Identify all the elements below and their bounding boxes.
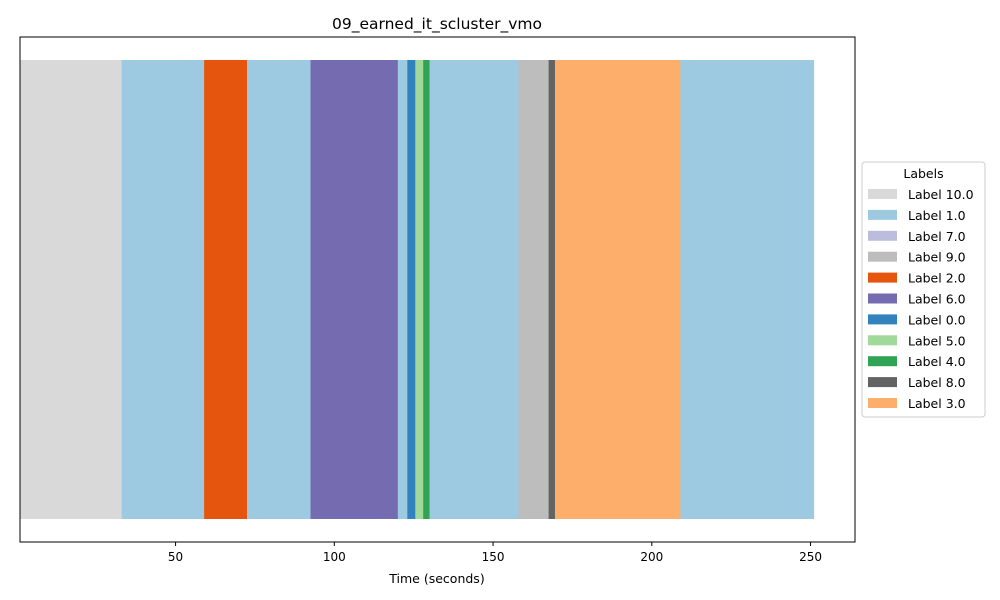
chart-title: 09_earned_it_scluster_vmo	[332, 15, 542, 34]
legend-entry-label: Label 2.0	[908, 271, 966, 286]
legend-entry-label: Label 9.0	[908, 250, 966, 265]
legend: Labels Label 10.0 Label 1.0 Label 7.0 Label…	[861, 161, 986, 418]
legend-entry-label: Label 5.0	[908, 333, 966, 348]
segment-label-9-0-10	[518, 60, 550, 519]
segment-label-10-0-0	[20, 60, 122, 519]
legend-entry-label: Label 3.0	[908, 396, 966, 411]
plot-frame	[19, 36, 856, 543]
segment-label-6-0-4	[310, 60, 399, 519]
x-tick-label: 200	[640, 550, 663, 564]
segment-label-8-0-11	[548, 60, 556, 519]
segment-label-4-0-8	[423, 60, 430, 519]
legend-box	[861, 161, 986, 418]
legend-swatch	[868, 356, 897, 367]
legend-swatch	[868, 230, 897, 241]
legend-swatch	[868, 314, 897, 325]
legend-swatch	[868, 189, 897, 199]
legend-swatch	[868, 251, 897, 262]
segment-label-0-0-6	[407, 60, 416, 519]
segment-label-1-0-5	[397, 60, 408, 519]
segment-label-1-0-9	[429, 60, 519, 519]
legend-entry-label: Label 8.0	[908, 375, 966, 390]
legend-entry-label: Label 1.0	[908, 208, 966, 223]
x-axis: 50 100 150 200 250	[168, 542, 822, 564]
legend-swatch	[868, 209, 897, 220]
segment-label-1-0-1	[121, 60, 205, 519]
segment-label-1-0-3	[247, 60, 311, 519]
x-tick-label: 250	[799, 550, 822, 564]
segment-label-2-0-2	[204, 60, 248, 519]
legend-swatch	[868, 293, 897, 304]
x-tick-label: 150	[482, 550, 505, 564]
legend-entry-label: Label 4.0	[908, 354, 966, 369]
segments-layer	[20, 60, 815, 519]
x-axis-label: Time (seconds)	[388, 571, 484, 586]
legend-entry-label: Label 6.0	[908, 292, 966, 307]
legend-swatch	[868, 335, 897, 346]
legend-entry-label: Label 10.0	[908, 187, 974, 202]
legend-entry-label: Label 0.0	[908, 312, 966, 327]
legend-swatch	[868, 398, 897, 408]
legend-entry-label: Label 7.0	[908, 229, 966, 244]
x-tick-label: 50	[168, 550, 183, 564]
legend-swatch	[868, 377, 897, 388]
x-tick-label: 100	[323, 550, 346, 564]
segment-label-1-0-13	[680, 60, 815, 519]
segment-label-3-0-12	[554, 60, 681, 519]
legend-swatch	[868, 272, 897, 283]
segment-label-5-0-7	[415, 60, 424, 519]
legend-title: Labels	[903, 166, 943, 181]
